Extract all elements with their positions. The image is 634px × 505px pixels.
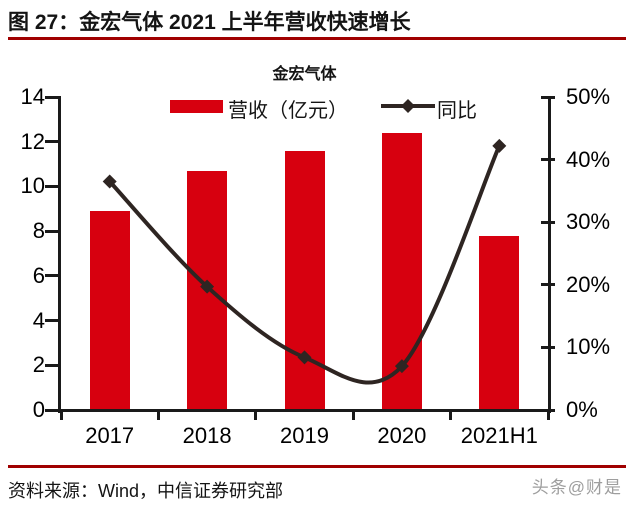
header-rule	[8, 37, 626, 40]
x-axis-label: 2017	[85, 423, 135, 448]
revenue-bar	[284, 150, 325, 410]
x-axis-tick	[546, 411, 550, 420]
watermark: 头条@财是	[531, 478, 622, 497]
revenue-bar	[479, 235, 520, 410]
chart-title: 金宏气体	[272, 66, 337, 83]
source-note: 资料来源：Wind，中信证券研究部	[8, 481, 284, 501]
x-axis-tick	[156, 411, 160, 420]
left-axis-label: 8	[32, 218, 45, 244]
left-axis-tick	[45, 319, 61, 323]
revenue-bar	[187, 170, 228, 410]
right-axis-line	[548, 97, 551, 413]
x-axis-tick	[449, 411, 453, 420]
x-axis-tick	[59, 411, 63, 420]
x-axis-label: 2018	[182, 423, 232, 448]
left-axis-line	[58, 97, 61, 413]
left-axis-label: 2	[32, 352, 45, 378]
left-axis-label: 6	[32, 262, 45, 288]
left-axis-tick	[45, 408, 61, 412]
left-axis-tick	[45, 95, 61, 99]
left-axis-tick	[45, 363, 61, 367]
legend-bar-label: 营收（亿元）	[228, 100, 348, 122]
right-axis-label: 20%	[566, 271, 611, 297]
right-axis-label: 50%	[566, 84, 611, 109]
left-axis-label: 12	[20, 128, 45, 154]
figure-title: 图 27：金宏气体 2021 上半年营收快速增长	[8, 11, 411, 34]
right-axis-label: 30%	[566, 209, 611, 235]
right-axis-label: 10%	[566, 334, 611, 360]
revenue-bar	[89, 211, 130, 410]
yoy-point-marker	[492, 138, 507, 153]
revenue-bar	[381, 132, 422, 410]
legend-bar-swatch	[170, 100, 223, 113]
x-axis-tick	[254, 411, 258, 420]
x-axis-label: 2021H1	[460, 423, 538, 448]
x-axis-label: 2020	[377, 423, 427, 448]
left-axis-tick	[45, 274, 61, 278]
left-axis-label: 0	[32, 397, 45, 422]
right-axis-label: 0%	[566, 397, 598, 422]
left-axis-label: 10	[20, 173, 45, 199]
x-axis-label: 2019	[280, 423, 329, 448]
legend-line-marker-icon	[381, 99, 435, 113]
left-axis-label: 4	[32, 307, 45, 333]
x-axis-line	[58, 409, 551, 412]
left-axis-tick	[45, 140, 61, 144]
legend-line-label: 同比	[437, 100, 477, 122]
x-axis-tick	[351, 411, 355, 420]
footer-rule	[8, 465, 626, 468]
yoy-point-marker	[102, 174, 117, 189]
left-axis-tick	[45, 229, 61, 233]
right-axis-label: 40%	[566, 146, 611, 172]
left-axis-tick	[45, 184, 61, 188]
left-axis-label: 14	[20, 84, 45, 109]
